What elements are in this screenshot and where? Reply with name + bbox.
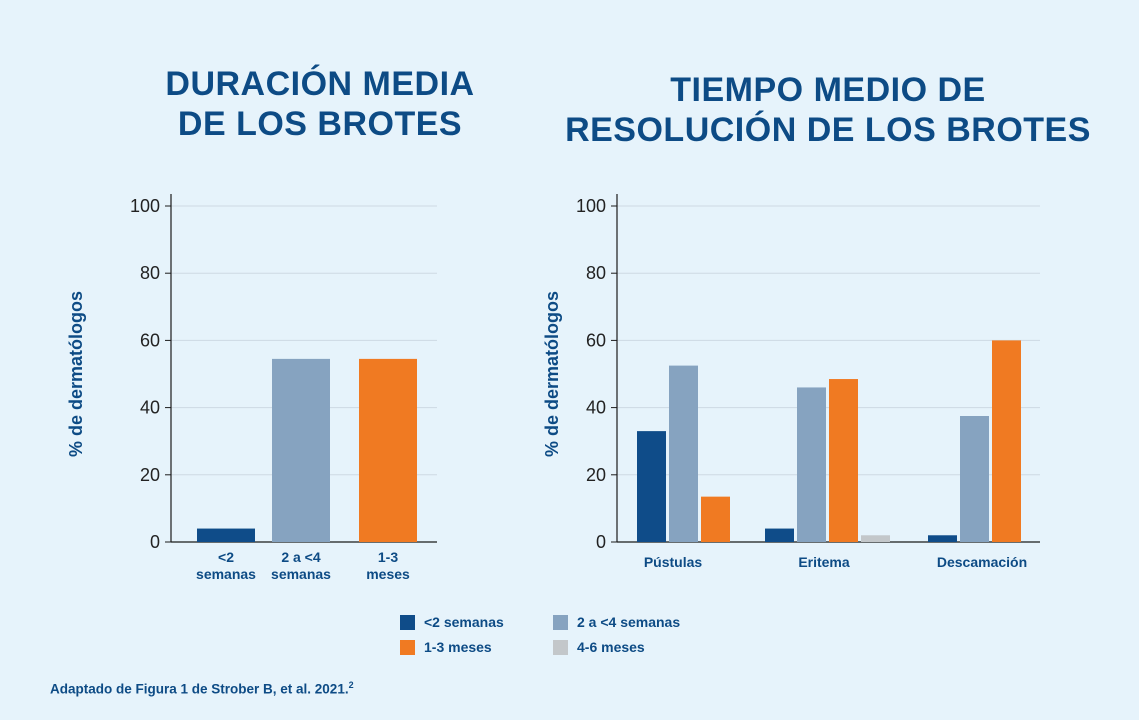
legend-swatch-1-3-months (400, 639, 415, 655)
bar (272, 358, 330, 542)
bar (637, 431, 666, 542)
bar (861, 535, 890, 542)
title-line: RESOLUCIÓN DE LOS BROTES (565, 111, 1091, 149)
bar (829, 379, 858, 542)
legend-item: 1-3 meses (400, 639, 492, 655)
footnote-reference: 2 (348, 680, 354, 690)
x-tick-label: Eritema (798, 554, 850, 570)
x-tick-label: 2 a <4 (281, 549, 321, 565)
y-tick-label: 60 (140, 330, 160, 350)
bar (992, 340, 1021, 542)
y-tick-label: 100 (576, 196, 606, 216)
legend-item: 2 a <4 semanas (553, 614, 680, 630)
legend-item: 4-6 meses (553, 639, 645, 655)
y-axis-label: % de dermatólogos (542, 291, 562, 457)
y-tick-label: 40 (586, 398, 606, 418)
bar (928, 535, 957, 542)
x-tick-label: semanas (196, 566, 256, 582)
y-tick-label: 20 (586, 465, 606, 485)
title-line: DURACIÓN MEDIA (165, 65, 475, 103)
y-tick-label: 60 (586, 330, 606, 350)
title-line: DE LOS BROTES (177, 105, 463, 143)
y-axis-label: % de dermatólogos (66, 291, 86, 457)
y-tick-label: 40 (140, 398, 160, 418)
y-tick-label: 100 (130, 196, 160, 216)
legend-swatch-2-4-weeks (553, 614, 568, 630)
legend-swatch-lt2-weeks (400, 614, 415, 630)
bar (701, 496, 730, 542)
x-tick-label: <2 (218, 549, 234, 565)
footnote-text: Adaptado de Figura 1 de Strober B, et al… (50, 681, 349, 697)
legend: <2 semanas 2 a <4 semanas 1-3 meses 4-6 … (400, 614, 820, 664)
legend-label: <2 semanas (424, 614, 504, 630)
legend-label: 4-6 meses (577, 639, 645, 655)
y-tick-label: 80 (140, 263, 160, 283)
y-tick-label: 0 (596, 532, 606, 552)
x-tick-label: 1-3 (378, 549, 398, 565)
x-tick-label: meses (366, 566, 410, 582)
bar (960, 416, 989, 542)
source-footnote: Adaptado de Figura 1 de Strober B, et al… (50, 680, 354, 697)
bar (197, 528, 255, 542)
legend-label: 1-3 meses (424, 639, 492, 655)
x-tick-label: semanas (271, 566, 331, 582)
legend-swatch-4-6-months (553, 639, 568, 655)
bar (669, 365, 698, 542)
x-tick-label: Descamación (937, 554, 1027, 570)
bar (797, 387, 826, 542)
y-tick-label: 0 (150, 532, 160, 552)
bar (765, 528, 794, 542)
x-tick-label: Pústulas (644, 554, 703, 570)
y-tick-label: 80 (586, 263, 606, 283)
legend-item: <2 semanas (400, 614, 504, 630)
legend-label: 2 a <4 semanas (577, 614, 681, 630)
y-tick-label: 20 (140, 465, 160, 485)
title-line: TIEMPO MEDIO DE (670, 71, 986, 109)
chart-title-duration: DURACIÓN MEDIA DE LOS BROTES (110, 64, 530, 144)
bar (359, 358, 417, 542)
chart-title-resolution: TIEMPO MEDIO DE RESOLUCIÓN DE LOS BROTES (548, 70, 1108, 150)
